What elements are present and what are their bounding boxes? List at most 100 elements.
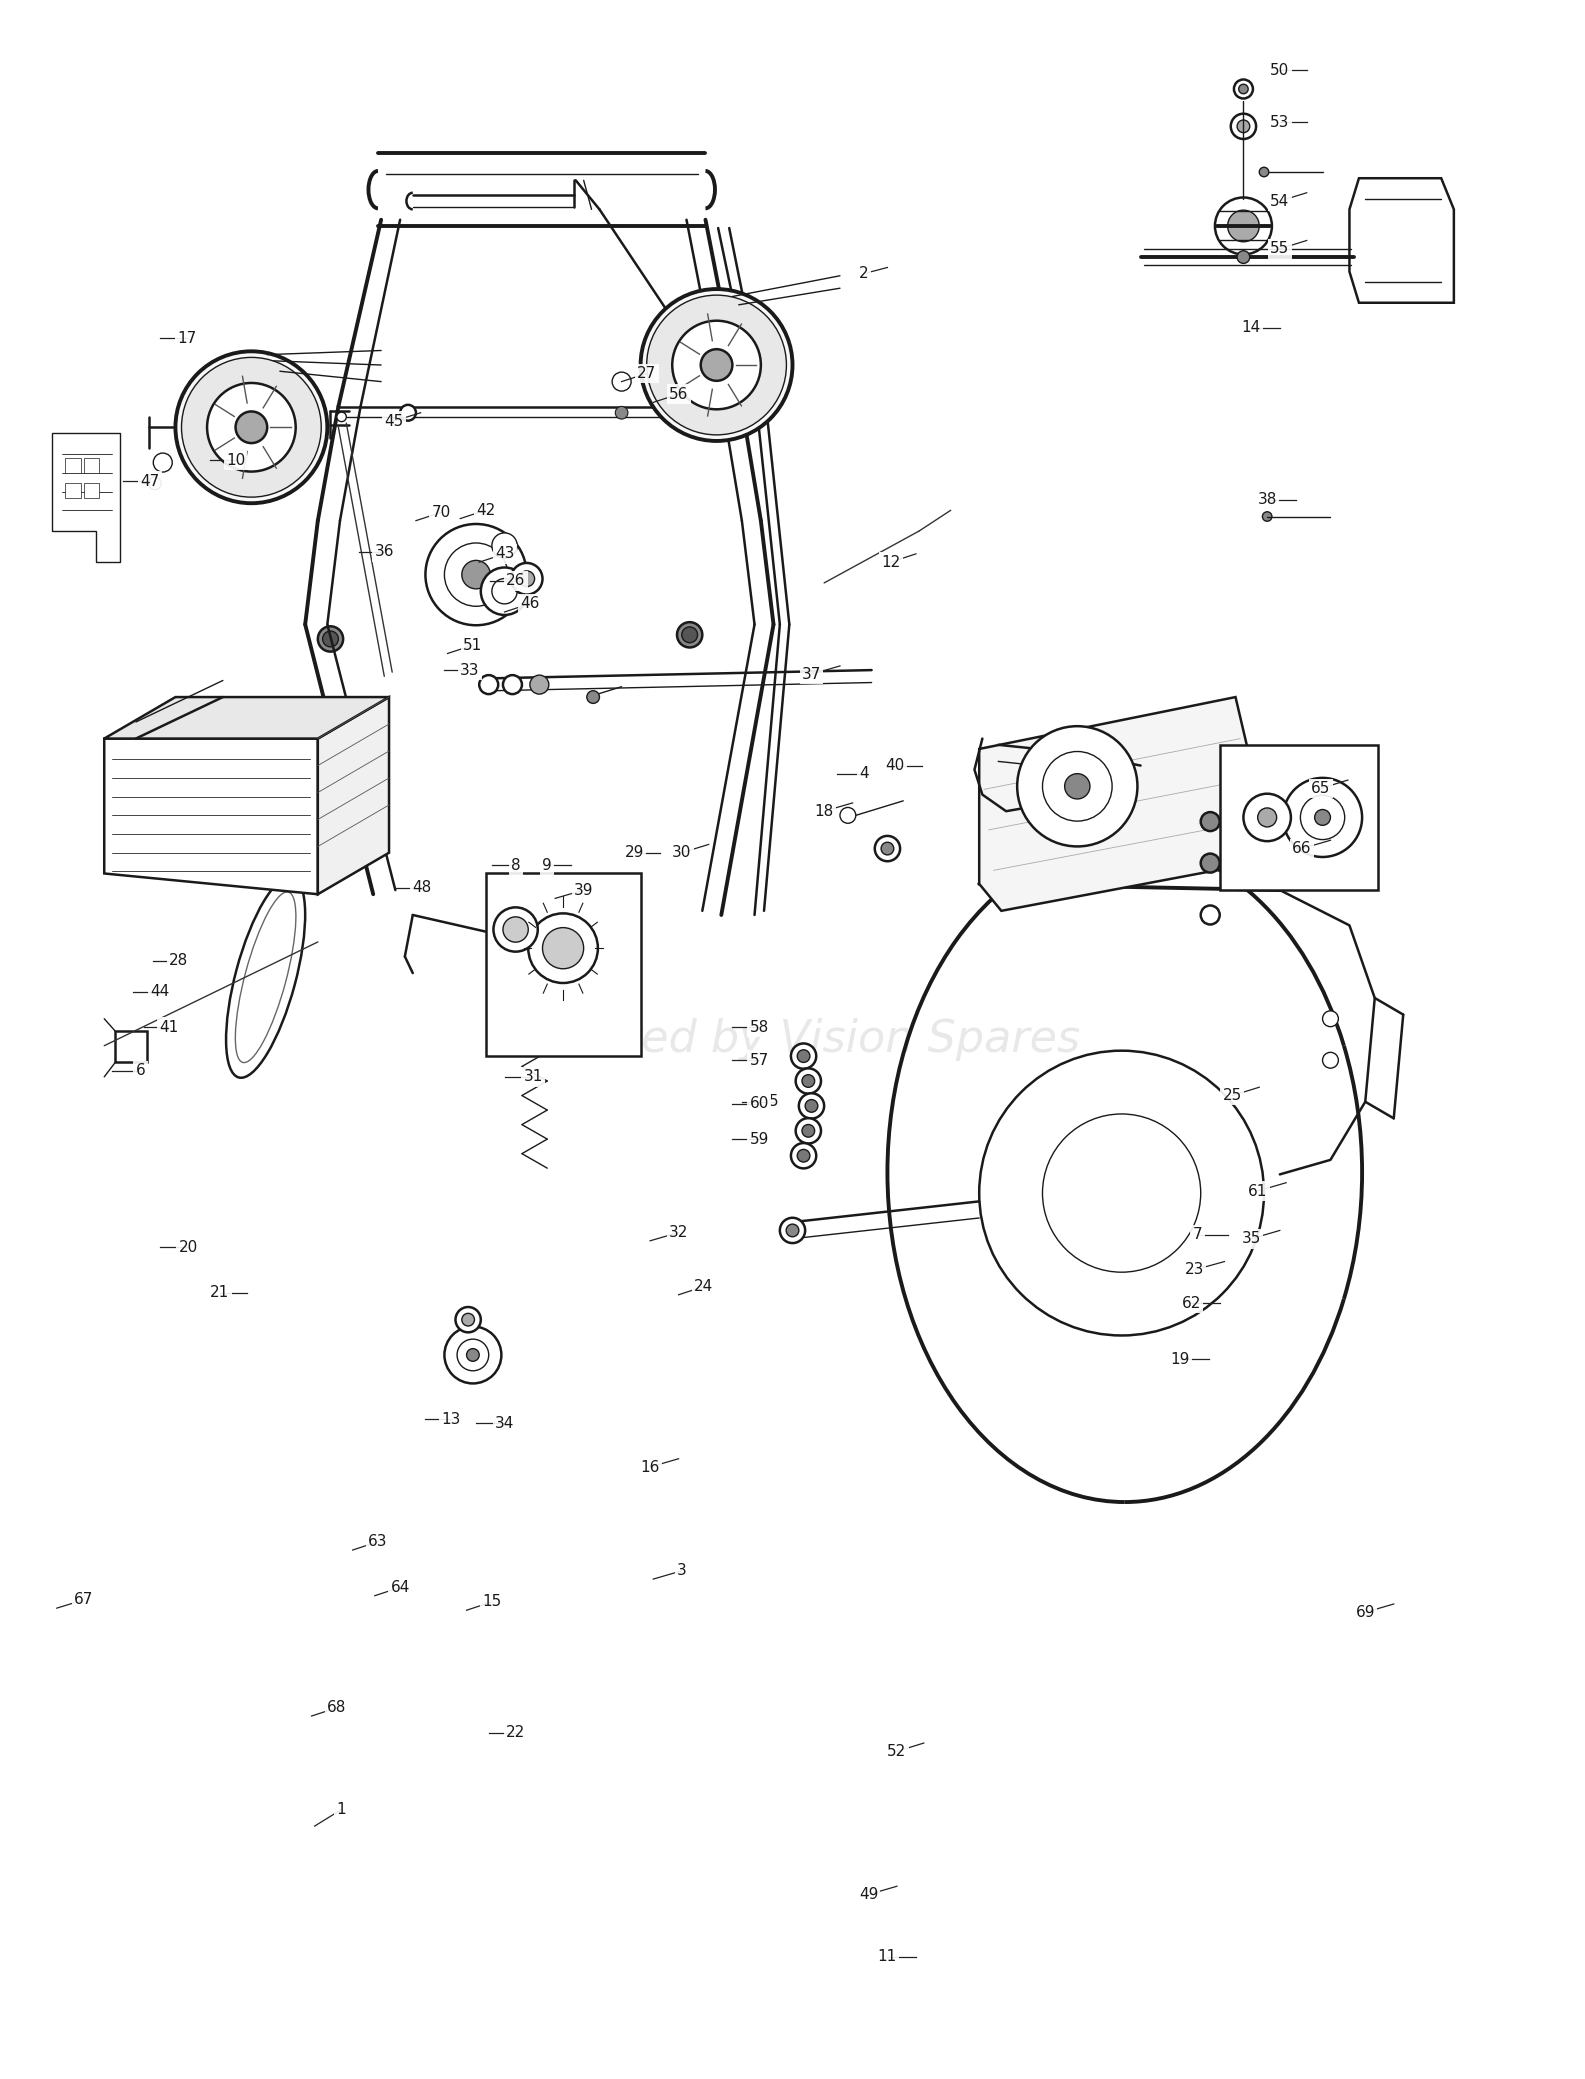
Bar [485,873,640,1056]
Text: 65: 65 [1311,782,1331,796]
Text: 21: 21 [211,1285,230,1299]
Text: 43: 43 [495,547,514,561]
Text: 39: 39 [574,884,593,898]
Text: 58: 58 [750,1019,769,1035]
Text: 18: 18 [815,805,834,819]
Circle shape [461,1314,474,1326]
Circle shape [677,622,702,647]
Circle shape [542,927,583,969]
Circle shape [1258,166,1268,177]
Circle shape [586,690,599,703]
Circle shape [802,1125,815,1137]
Circle shape [1216,198,1271,254]
Bar [65,457,81,472]
Bar [65,482,81,497]
Text: 8: 8 [510,859,520,873]
Circle shape [796,1069,821,1094]
Circle shape [208,383,296,472]
Circle shape [875,836,900,861]
Text: 60: 60 [750,1096,769,1112]
Circle shape [786,1225,799,1237]
Circle shape [182,358,322,497]
Circle shape [840,807,856,823]
Circle shape [1043,751,1113,821]
Text: 56: 56 [669,387,688,401]
Circle shape [1043,1114,1201,1272]
Circle shape [791,1044,816,1069]
Text: 14: 14 [1241,320,1262,335]
Text: 13: 13 [441,1412,460,1426]
Text: 7: 7 [1194,1227,1203,1241]
Circle shape [881,842,894,854]
Text: 47: 47 [141,474,160,489]
Text: 17: 17 [178,331,197,345]
Bar [116,1031,147,1062]
Text: 34: 34 [495,1416,514,1430]
Circle shape [1018,726,1138,846]
Text: 36: 36 [374,545,395,559]
Ellipse shape [235,892,296,1062]
Text: 44: 44 [151,983,170,1000]
Circle shape [461,561,490,588]
Circle shape [615,405,628,420]
Text: 26: 26 [506,574,525,588]
Polygon shape [52,435,120,561]
Circle shape [799,1094,824,1119]
Circle shape [425,524,526,626]
Circle shape [236,412,268,443]
Circle shape [1282,778,1362,857]
Ellipse shape [227,877,306,1077]
Text: 68: 68 [327,1701,347,1715]
Text: 69: 69 [1355,1605,1376,1620]
Circle shape [612,372,631,391]
Text: 49: 49 [859,1888,878,1902]
Circle shape [154,453,173,472]
Text: 27: 27 [637,366,656,380]
Circle shape [791,1143,816,1168]
Circle shape [399,405,415,420]
Text: 29: 29 [624,846,644,861]
Circle shape [701,349,732,380]
Text: 51: 51 [463,638,482,653]
Circle shape [1257,809,1276,827]
Text: 67: 67 [74,1593,94,1607]
Circle shape [319,626,342,651]
Polygon shape [105,738,319,894]
Circle shape [1238,252,1249,264]
Circle shape [444,543,507,607]
Text: 62: 62 [1181,1295,1201,1310]
Text: 64: 64 [390,1580,411,1595]
Circle shape [491,578,517,603]
Text: 4: 4 [859,767,869,782]
Text: 55: 55 [1270,241,1290,256]
Text: 5: 5 [769,1094,778,1110]
Polygon shape [1349,179,1453,304]
Text: 70: 70 [431,505,450,520]
Text: 32: 32 [669,1225,688,1239]
Circle shape [1235,79,1252,98]
Text: 45: 45 [384,414,404,428]
Text: 2: 2 [859,266,869,281]
Polygon shape [105,696,388,738]
Circle shape [797,1150,810,1162]
Text: 25: 25 [1222,1087,1243,1104]
Text: 22: 22 [506,1726,525,1740]
Text: 30: 30 [672,846,691,861]
Text: 46: 46 [520,597,539,611]
Polygon shape [980,696,1266,911]
Polygon shape [319,696,388,894]
Circle shape [529,676,548,694]
Text: 16: 16 [640,1459,659,1474]
Circle shape [518,572,534,586]
Circle shape [1322,1010,1338,1027]
Text: Powered by Vision Spares: Powered by Vision Spares [506,1019,1079,1060]
Text: 35: 35 [1241,1231,1262,1245]
Circle shape [1239,85,1247,94]
Circle shape [1244,794,1290,842]
Text: 41: 41 [160,1019,179,1035]
Circle shape [805,1100,818,1112]
Circle shape [456,1339,488,1370]
Text: 38: 38 [1257,493,1278,507]
Circle shape [323,632,339,647]
Circle shape [1322,1052,1338,1069]
